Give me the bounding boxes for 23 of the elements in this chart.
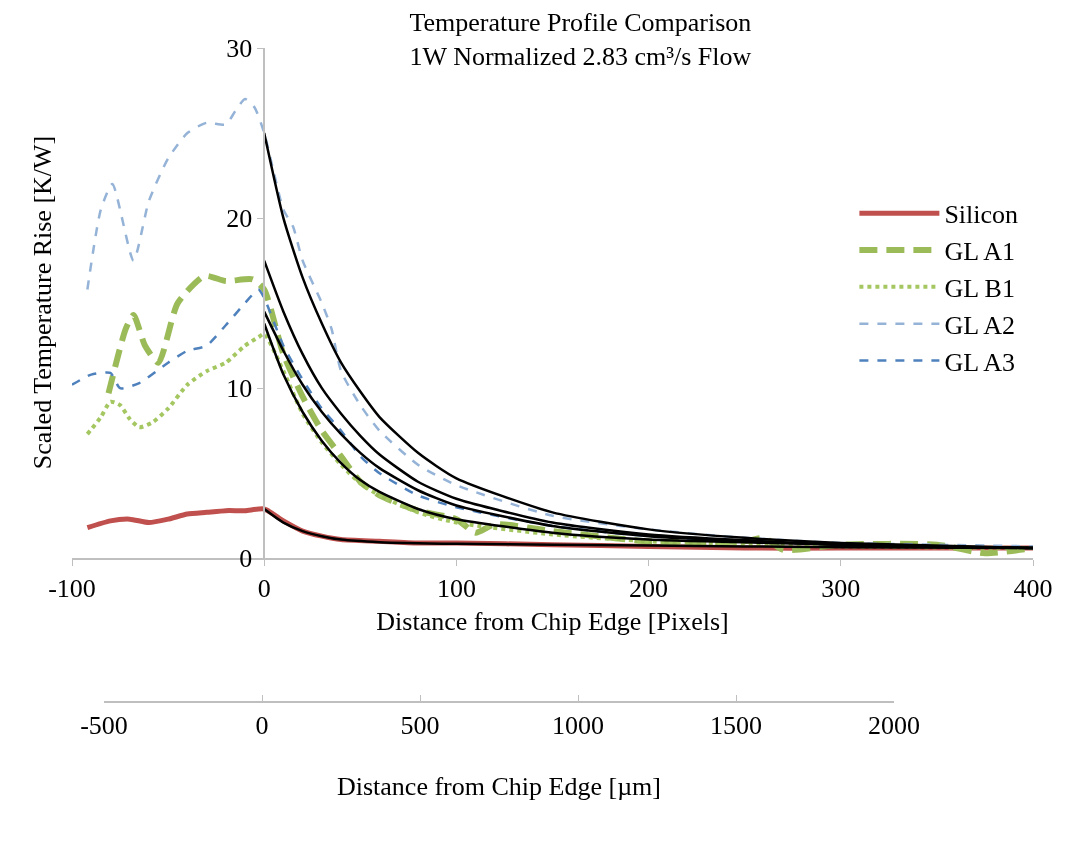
x-tick-label: 400 [1013, 574, 1053, 604]
x-tick-label: 300 [821, 574, 861, 604]
y-tick-label: 30 [226, 34, 253, 64]
x-tick-label: 200 [629, 574, 669, 604]
y-tick-label: 10 [226, 374, 253, 404]
x2-tick-label: 2000 [868, 710, 920, 740]
y-axis-title: Scaled Temperature Rise [K/W] [27, 135, 57, 470]
x-tick-label: 100 [436, 574, 476, 604]
x2-tick-label: 1000 [552, 710, 604, 740]
x-axis-title: Distance from Chip Edge [Pixels] [376, 607, 729, 637]
legend-label: GL B1 [944, 273, 1015, 303]
legend-label: Silicon [944, 200, 1019, 230]
legend-label: GL A3 [944, 347, 1015, 377]
chart-title: Temperature Profile Comparison 1W Normalized 2.83 cm³/s Flow [409, 8, 752, 71]
y-tick-label: 20 [226, 204, 253, 234]
y-tick-label: 0 [239, 544, 253, 574]
legend-label: GL A1 [944, 237, 1015, 267]
legend-label: GL A2 [944, 310, 1015, 340]
x2-axis-title: Distance from Chip Edge [µm] [336, 771, 662, 801]
x2-tick-label: 1500 [710, 710, 762, 740]
x2-tick-label: -500 [80, 710, 128, 740]
x-tick-label: -100 [48, 574, 96, 604]
x2-tick-label: 500 [400, 710, 440, 740]
